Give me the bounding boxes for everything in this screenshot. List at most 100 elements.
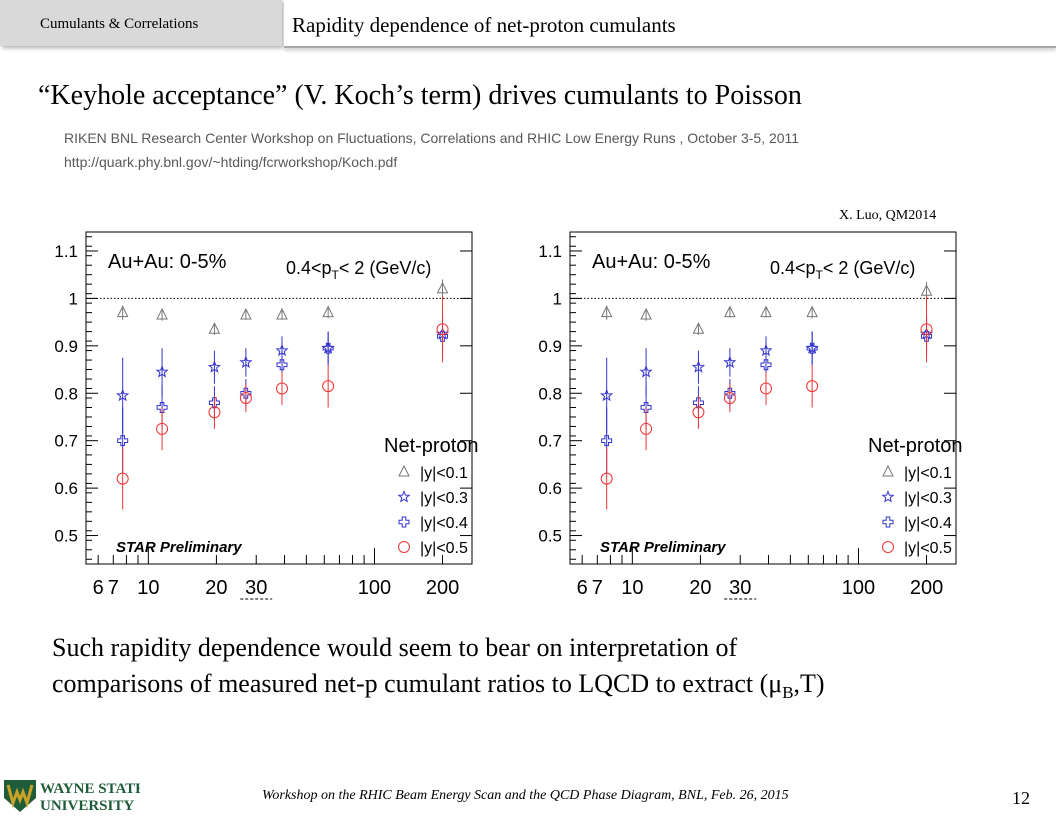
body-text: Such rapidity dependence would seem to b… [52,630,825,711]
cross-marker [156,401,168,413]
y-tick-label: 1 [69,289,78,308]
x-tick-label: 20 [205,577,227,599]
cross-marker [601,435,613,447]
legend-label: |y|<0.3 [904,490,952,507]
x-tick-label: 20 [689,577,711,599]
circle-marker [322,380,335,393]
x-tick-label: 30 [729,577,751,599]
x-tick-label: 7 [108,577,119,599]
y-tick-label: 1.1 [538,242,562,261]
wayne-state-logo-graphic: WAYNE STATE UNIVERSITY [4,780,145,814]
triangle-marker [692,322,705,334]
y-tick-label: 0.6 [538,479,562,498]
footer-text: Workshop on the RHIC Beam Energy Scan an… [262,788,789,803]
x-tick-label: 10 [137,577,159,599]
star-marker [115,388,130,402]
star-marker [723,355,737,369]
legend-label: |y|<0.5 [904,540,952,557]
chart-left-svg: 0.5 0.6 0.7 0.8 0.9 1 1.1 6 7 10 20 30 100 200 Au+Au: … [54,231,479,600]
cross-marker [117,435,129,447]
legend-title: Net-proton [868,435,963,457]
chart-right: 0.5 0.6 0.7 0.8 0.9 1 1.1 6 7 10 20 30 100 200 Au+Au: … [520,224,1004,616]
y-tick-label: 0.5 [54,527,78,546]
body-text-line-2-prefix: comparisons of measured net-p cumulant r… [52,669,783,698]
cross-marker [398,516,410,528]
circle-marker [723,392,736,404]
pt-range-base: 0.4<p [286,258,332,278]
body-text-line-2: comparisons of measured net-p cumulant r… [52,666,825,711]
x-tick-label: 100 [842,577,875,599]
x-tick-label: 7 [592,577,603,599]
y-tick-label: 0.8 [538,384,562,403]
pt-range-base: 0.4<p [770,258,816,278]
mu-b-subscript: B [782,683,794,703]
reference-url[interactable]: http://quark.phy.bnl.gov/~htding/fcrwork… [64,154,398,170]
headline: “Keyhole acceptance” (V. Koch’s term) dr… [38,80,802,111]
circle-marker [640,422,653,435]
plot-frame [569,231,957,565]
triangle-marker [116,305,129,318]
pt-range-tail: < 2 (GeV/c) [339,258,432,278]
star-marker [207,360,222,373]
circle-marker [275,382,288,395]
x-tick-label: 10 [621,577,643,599]
body-text-line-1: Such rapidity dependence would seem to b… [52,633,738,662]
wayne-state-logo: WAYNE STATE UNIVERSITY [0,776,145,816]
reference-line-1: RIKEN BNL Research Center Workshop on Fl… [64,130,800,146]
section-tab[interactable]: Cumulants & Correlations [0,0,282,46]
cross-marker [322,342,334,354]
collision-system-label: Au+Au: 0-5% [592,251,711,273]
pt-subscript: T [332,268,340,282]
triangle-marker [920,284,933,296]
cross-marker [724,387,736,399]
triangle-marker [240,307,252,320]
y-tick-label: 0.7 [54,432,78,451]
y-tick-label: 0.8 [54,384,78,403]
section-tab-label: Cumulants & Correlations [40,16,199,32]
star-marker [691,360,706,373]
x-tick-label: 100 [358,577,391,599]
w-letter-icon [6,784,34,808]
x-tick-label: 6 [577,577,588,599]
page-number: 12 [1012,788,1030,808]
circle-marker [600,472,613,485]
star-marker [639,364,653,378]
triangle-marker [882,464,894,477]
legend-title: Net-proton [384,435,479,457]
star-marker [239,355,253,369]
y-tick-label: 1.1 [54,242,78,261]
triangle-marker [806,305,818,318]
cross-marker [240,387,252,399]
star-marker [599,388,614,402]
pt-range-label: 0.4<pT< 2 (GeV/c) [286,258,431,282]
triangle-marker [208,322,221,334]
triangle-marker [156,307,168,320]
pt-range-label: 0.4<pT< 2 (GeV/c) [770,258,915,282]
circle-marker [116,472,129,485]
y-tick-label: 0.5 [538,527,562,546]
circle-marker [920,323,933,336]
cross-marker [640,401,652,413]
legend-label: |y|<0.1 [420,465,468,482]
circle-marker [239,392,252,404]
star-marker [397,490,411,503]
body-text-line-2-suffix: ,T) [793,669,825,698]
triangle-marker [760,305,772,318]
pt-subscript: T [816,268,824,282]
plot-credit: X. Luo, QM2014 [839,208,937,223]
legend-label: |y|<0.4 [420,515,468,532]
legend-label: |y|<0.3 [420,490,468,507]
star-preliminary-label: STAR Preliminary [116,539,242,556]
slide-title: Rapidity dependence of net-proton cumula… [292,13,676,37]
pt-range-tail: < 2 (GeV/c) [823,258,916,278]
circle-marker [208,406,221,419]
triangle-marker [436,281,449,294]
y-tick-label: 0.9 [538,337,562,356]
y-tick-label: 0.7 [538,432,562,451]
series-triangle [116,279,449,335]
slide-title-bar: Rapidity dependence of net-proton cumula… [284,0,1056,48]
chart-right-svg: 0.5 0.6 0.7 0.8 0.9 1 1.1 6 7 10 20 30 100 200 Au+Au: … [538,231,963,600]
circle-marker [398,541,410,553]
chart-left: 0.5 0.6 0.7 0.8 0.9 1 1.1 6 7 10 20 30 100 200 Au+Au: … [36,224,520,616]
x-tick-label: 200 [426,577,459,599]
